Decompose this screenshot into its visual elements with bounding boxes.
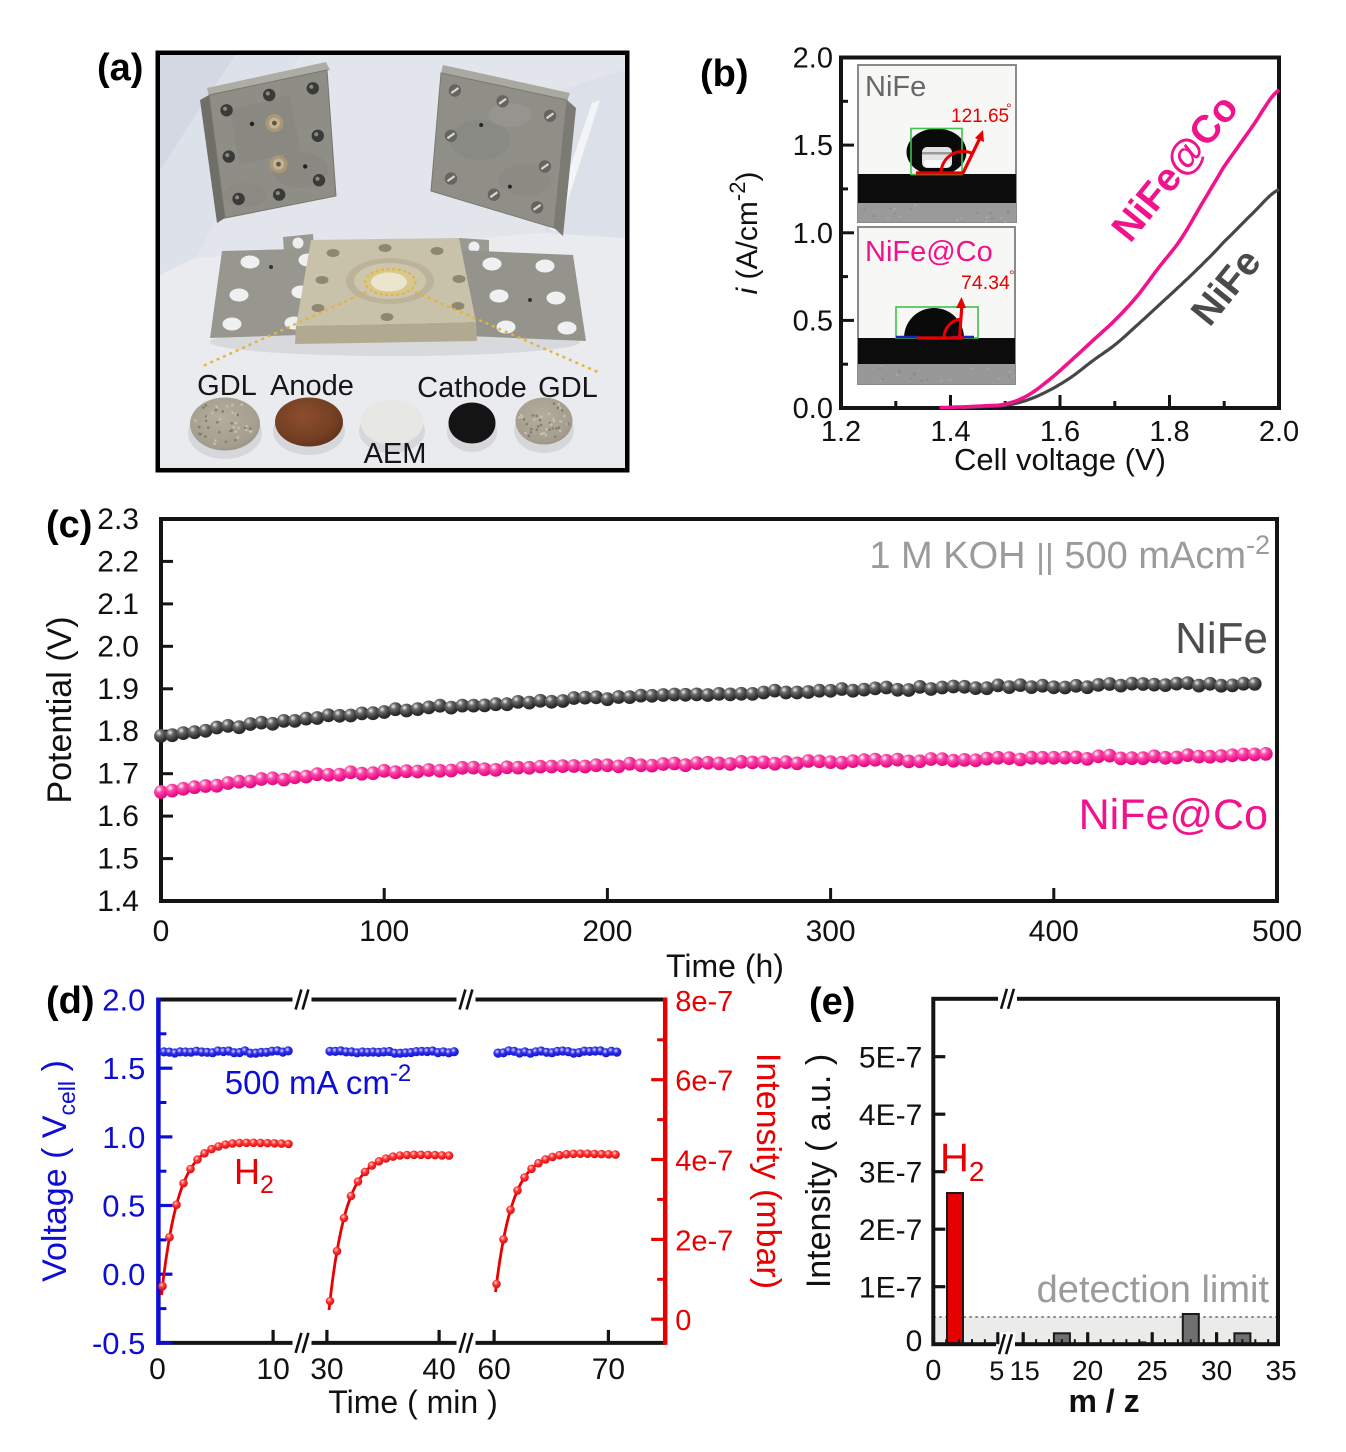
svg-text:°: ° [1006,100,1012,116]
svg-text:2.2: 2.2 [97,545,139,578]
svg-text:(e): (e) [809,981,855,1023]
svg-text:0: 0 [906,1325,923,1358]
svg-text:300: 300 [806,915,856,948]
svg-text:GDL: GDL [538,372,598,404]
svg-text:100: 100 [359,915,409,948]
svg-text:5E-7: 5E-7 [859,1042,922,1075]
svg-text:1.0: 1.0 [793,218,833,250]
svg-text:20: 20 [1072,1355,1103,1386]
svg-text:Intensity ( a.u. ): Intensity ( a.u. ) [800,1054,838,1288]
svg-text:0.0: 0.0 [102,1257,145,1292]
svg-text:Potential (V): Potential (V) [41,616,79,803]
svg-text:70: 70 [592,1353,625,1386]
svg-text:H2: H2 [234,1151,274,1199]
svg-text:25: 25 [1137,1355,1168,1386]
svg-text:35: 35 [1266,1355,1297,1386]
svg-text:Cathode: Cathode [417,372,527,404]
svg-text:1.8: 1.8 [97,715,139,748]
svg-text:3E-7: 3E-7 [859,1157,922,1190]
svg-text:1E-7: 1E-7 [859,1272,922,1305]
svg-text:1.5: 1.5 [97,843,139,876]
svg-text:30: 30 [1201,1355,1232,1386]
svg-text:Cell voltage (V): Cell voltage (V) [954,442,1166,477]
svg-text:Time ( min ): Time ( min ) [328,1384,497,1420]
svg-text:NiFe: NiFe [865,71,926,103]
svg-text:NiFe@Co: NiFe@Co [1104,87,1247,250]
svg-text:1.6: 1.6 [1040,416,1080,448]
svg-text:-0.5: -0.5 [92,1326,145,1361]
svg-text:°: ° [1009,267,1015,283]
svg-text:1.4: 1.4 [930,416,970,448]
svg-text:1.6: 1.6 [97,800,139,833]
svg-text:2e-7: 2e-7 [675,1225,733,1257]
svg-text:0.0: 0.0 [793,393,833,425]
svg-text:2.0: 2.0 [793,43,833,75]
svg-text:NiFe@Co: NiFe@Co [1079,791,1268,839]
svg-text:74.34: 74.34 [961,272,1010,294]
svg-text:5: 5 [989,1356,1004,1386]
svg-text:121.65: 121.65 [951,106,1009,127]
svg-text:NiFe: NiFe [1183,241,1270,334]
svg-text:0: 0 [925,1355,941,1387]
svg-text:Intensity (mbar): Intensity (mbar) [749,1053,787,1289]
svg-text:(d): (d) [46,980,95,1022]
svg-text:2.1: 2.1 [97,588,139,621]
svg-text:400: 400 [1029,915,1079,948]
svg-text:(c): (c) [46,504,92,546]
svg-text:Anode: Anode [270,370,354,402]
svg-text:4e-7: 4e-7 [675,1146,733,1178]
svg-text:2.3: 2.3 [97,503,139,536]
svg-text:AEM: AEM [364,438,427,470]
svg-text:i (A/cm-2): i (A/cm-2) [725,172,764,295]
svg-text:30: 30 [310,1353,343,1386]
svg-text:1.5: 1.5 [793,130,833,162]
svg-text:0.5: 0.5 [793,305,833,337]
svg-text:1.4: 1.4 [97,885,139,918]
svg-text:40: 40 [422,1353,455,1386]
svg-text:15: 15 [1010,1356,1040,1386]
svg-text:4E-7: 4E-7 [859,1099,922,1132]
svg-text:0: 0 [675,1305,691,1337]
svg-text:1.7: 1.7 [97,758,139,791]
svg-text:(b): (b) [700,53,749,95]
svg-text:60: 60 [477,1353,510,1386]
svg-text:8e-7: 8e-7 [675,986,733,1018]
svg-text:NiFe: NiFe [1175,614,1268,663]
svg-text:1.5: 1.5 [102,1051,145,1086]
svg-text:500 mA cm-2: 500 mA cm-2 [225,1060,411,1101]
svg-text:500: 500 [1252,915,1302,948]
svg-text:200: 200 [582,915,632,948]
svg-text:Voltage ( Vcell ): Voltage ( Vcell ) [36,1060,80,1282]
svg-text:1.0: 1.0 [102,1120,145,1155]
svg-text:m / z: m / z [1068,1383,1139,1419]
svg-text:2E-7: 2E-7 [859,1214,922,1247]
svg-text:GDL: GDL [197,370,257,402]
svg-text:H2: H2 [940,1136,984,1187]
svg-text:2.0: 2.0 [1259,416,1299,448]
svg-text:0.5: 0.5 [102,1189,145,1224]
svg-text:1.2: 1.2 [821,416,861,448]
svg-text:0: 0 [149,1353,166,1386]
svg-text:6e-7: 6e-7 [675,1066,733,1098]
svg-text:detection limit: detection limit [1037,1269,1270,1311]
svg-text:2.0: 2.0 [97,630,139,663]
svg-text:(a): (a) [97,47,143,89]
svg-text:10: 10 [256,1353,289,1386]
svg-text:0: 0 [153,915,170,948]
svg-text:1.9: 1.9 [97,673,139,706]
svg-text:NiFe@Co: NiFe@Co [865,236,993,268]
svg-text:2.0: 2.0 [102,983,145,1018]
svg-text:Time (h): Time (h) [666,948,784,984]
svg-text:1.8: 1.8 [1149,416,1189,448]
svg-text:1 M KOH || 500 mAcm-2: 1 M KOH || 500 mAcm-2 [869,530,1270,577]
